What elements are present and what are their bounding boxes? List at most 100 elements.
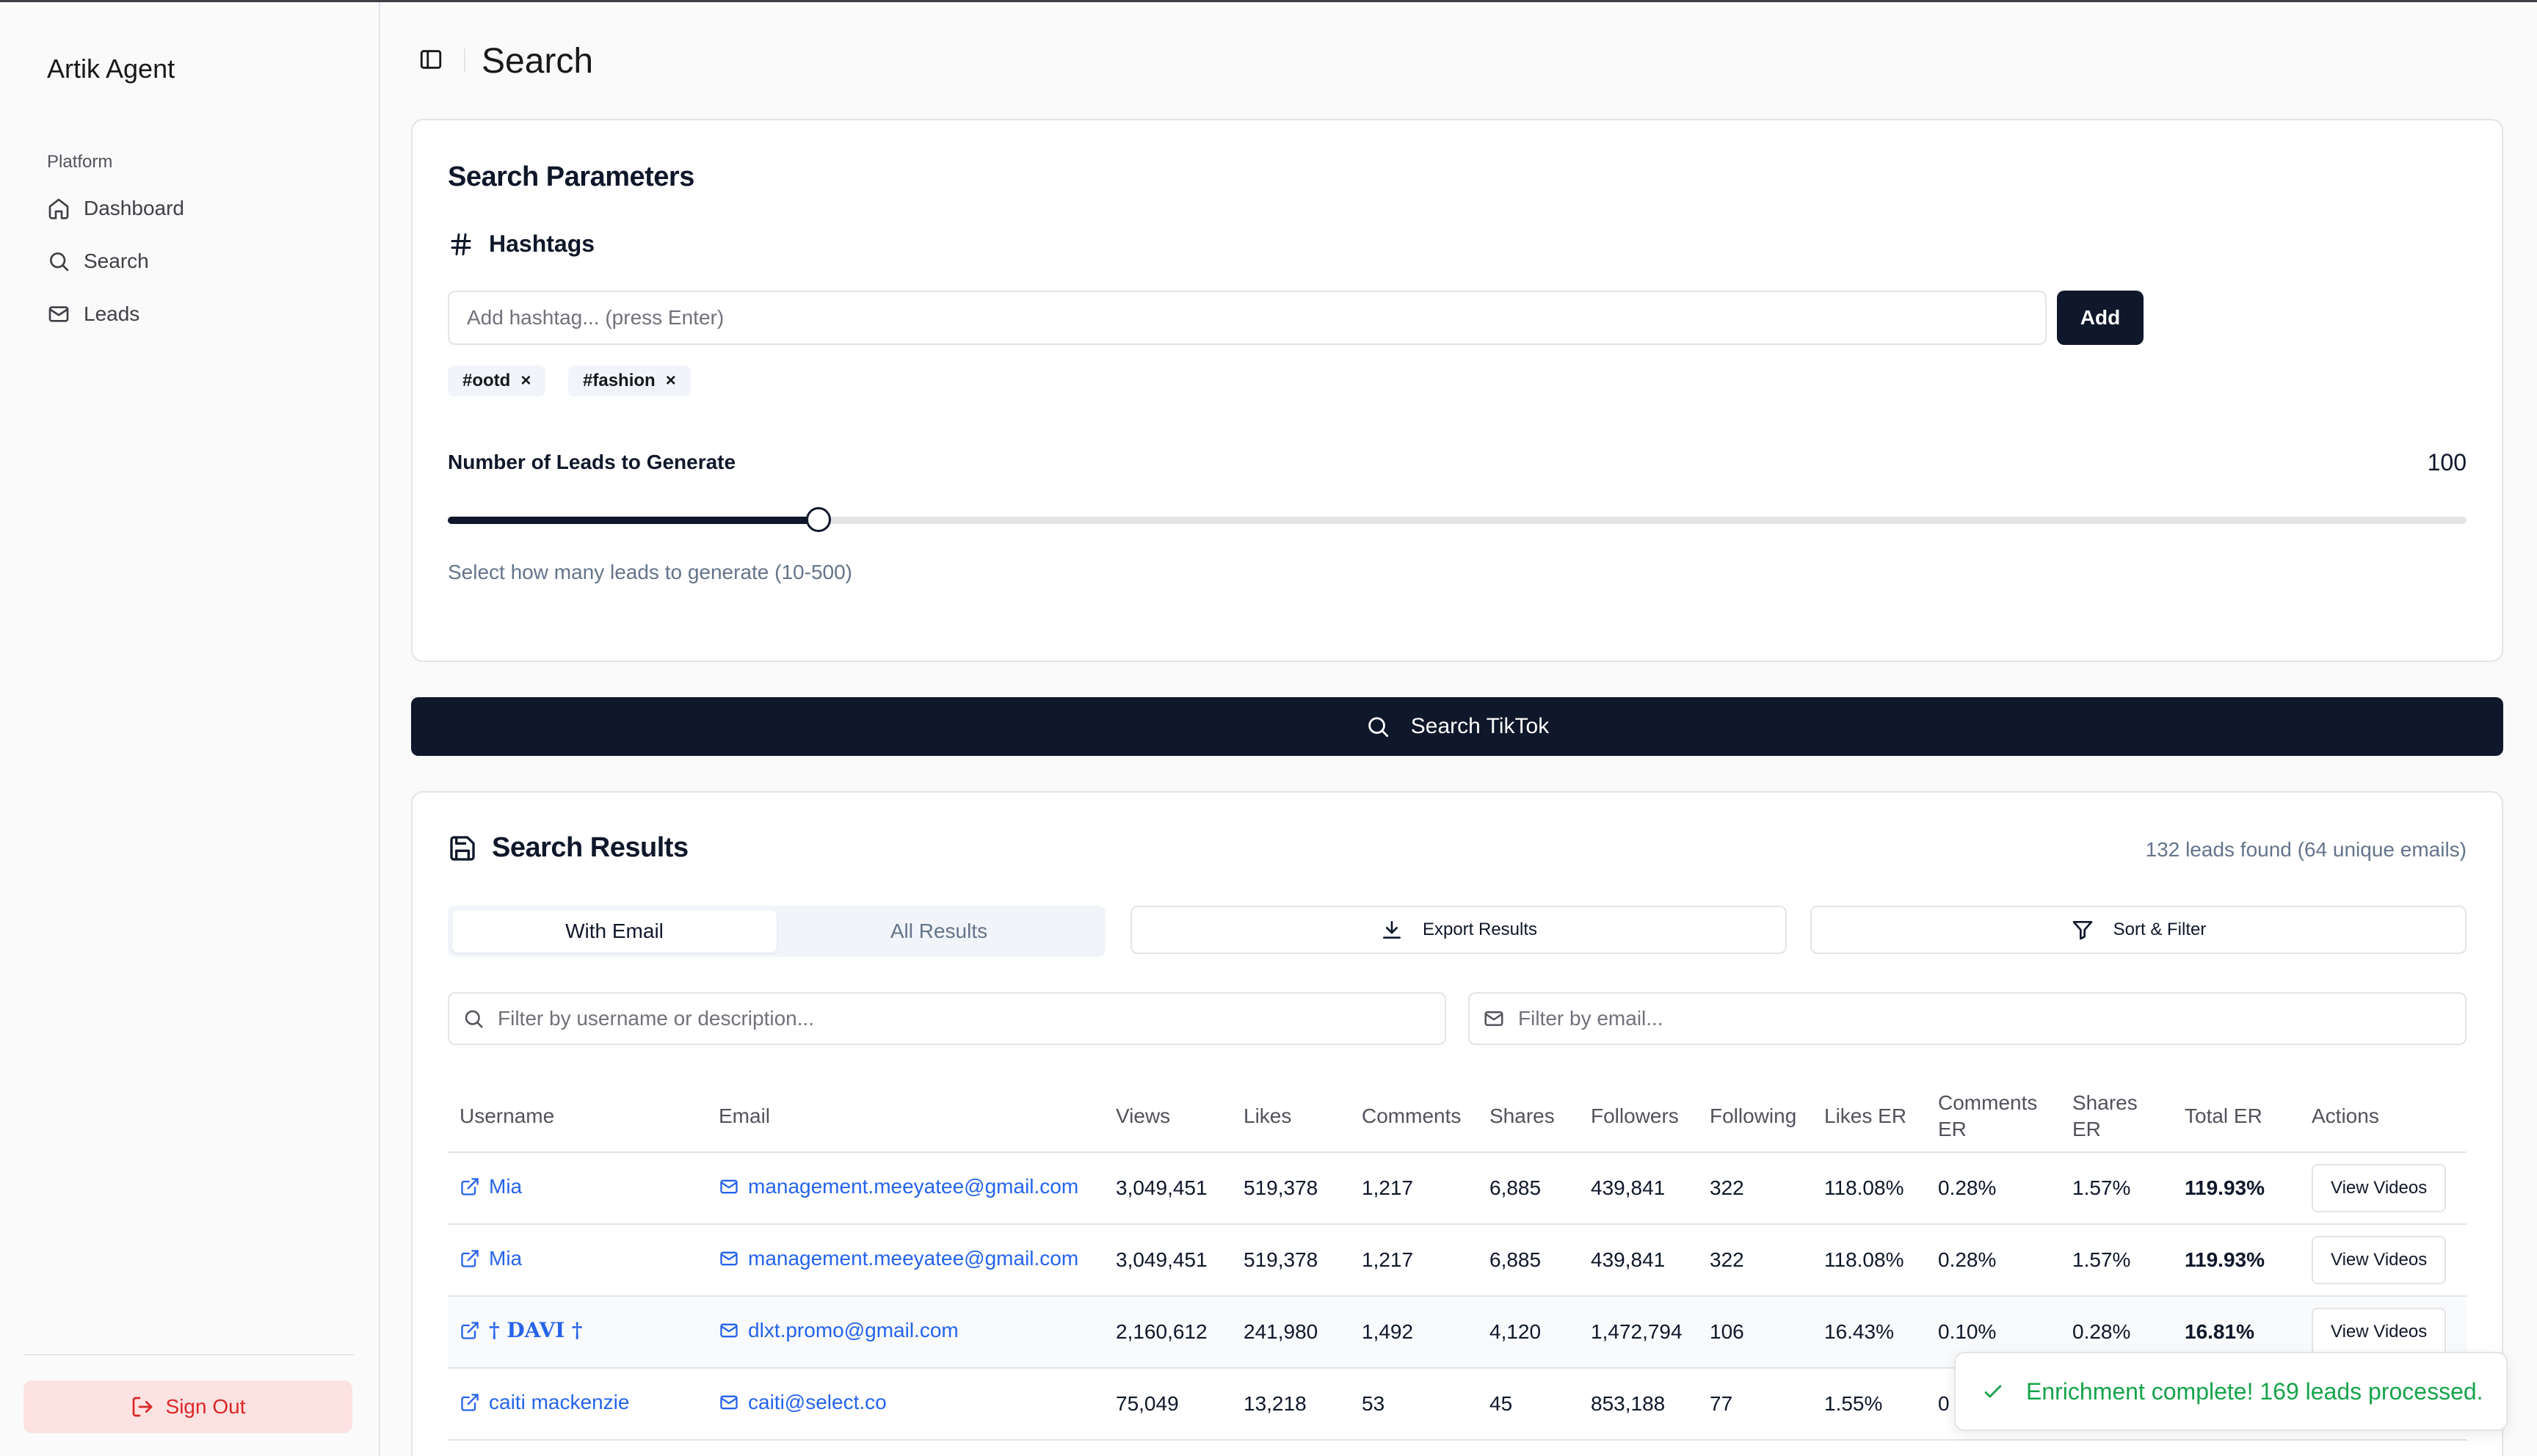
email-link[interactable]: management.meeyatee@gmail.com xyxy=(719,1247,1078,1270)
search-results-title: Search Results xyxy=(492,832,689,863)
search-icon xyxy=(465,1010,483,1028)
column-header[interactable]: Shares xyxy=(1478,1080,1579,1153)
views-cell: 2,160,612 xyxy=(1104,1296,1232,1369)
mail-icon xyxy=(48,306,69,322)
mail-icon xyxy=(720,1179,738,1193)
likes-er-cell: 118.08% xyxy=(1812,1152,1926,1225)
window-top-border xyxy=(0,0,2537,2)
column-header[interactable]: Username xyxy=(448,1080,707,1153)
sidebar-divider xyxy=(23,1354,354,1355)
tab-all-results[interactable]: All Results xyxy=(890,920,988,942)
sign-out-label: Sign Out xyxy=(165,1395,246,1418)
following-cell: 322 xyxy=(1698,1152,1812,1225)
column-header[interactable]: Shares ER xyxy=(2061,1080,2173,1153)
comments-cell: 1,492 xyxy=(1350,1296,1478,1369)
username-text: Mia xyxy=(489,1246,523,1270)
mail-icon xyxy=(720,1251,738,1265)
username-link[interactable]: Mia xyxy=(460,1175,522,1198)
remove-chip-icon[interactable]: × xyxy=(520,371,531,390)
search-results-card: Search Results 132 leads found (64 uniqu… xyxy=(411,791,2503,1456)
search-tiktok-button[interactable]: Search TikTok xyxy=(411,697,2503,756)
email-text: management.meeyatee@gmail.com xyxy=(748,1246,1079,1270)
sidebar-item-leads[interactable]: Leads xyxy=(35,290,358,338)
email-filter[interactable] xyxy=(1468,992,2467,1045)
followers-cell: 853,188 xyxy=(1579,1368,1698,1441)
hashtag-chip-ootd: #ootd × xyxy=(448,365,546,396)
add-hashtag-button[interactable]: Add xyxy=(2057,291,2144,345)
username-filter-input[interactable] xyxy=(498,1007,1445,1030)
email-link[interactable]: management.meeyatee@gmail.com xyxy=(719,1175,1078,1198)
email-filter-input[interactable] xyxy=(1518,1007,2465,1030)
sidebar-item-dashboard[interactable]: Dashboard xyxy=(35,184,358,233)
column-header[interactable]: Following xyxy=(1698,1080,1812,1153)
username-link[interactable]: Mia xyxy=(460,1247,522,1270)
views-cell: 3,049,451 xyxy=(1104,1152,1232,1225)
hashtag-chip-fashion: #fashion × xyxy=(568,365,691,396)
view-videos-button[interactable]: View Videos xyxy=(2312,1308,2447,1356)
chip-label: #ootd xyxy=(462,371,511,390)
followers-cell: 1,472,794 xyxy=(1579,1296,1698,1369)
mail-icon xyxy=(1484,1011,1503,1026)
username-filter[interactable] xyxy=(448,992,1446,1045)
remove-chip-icon[interactable]: × xyxy=(665,371,676,390)
shares-cell: 6,885 xyxy=(1478,1224,1579,1297)
tab-with-email[interactable]: With Email xyxy=(452,910,777,953)
column-header[interactable]: Total ER xyxy=(2173,1080,2300,1153)
following-cell: 322 xyxy=(1698,1224,1812,1297)
email-text: management.meeyatee@gmail.com xyxy=(748,1174,1079,1198)
sidebar-item-label: Dashboard xyxy=(84,197,184,219)
shares-cell: 4,120 xyxy=(1478,1296,1579,1369)
sidebar-item-label: Search xyxy=(84,250,149,272)
hashtag-input[interactable] xyxy=(448,291,2047,345)
column-header[interactable]: Comments ER xyxy=(1926,1080,2061,1153)
view-videos-button[interactable]: View Videos xyxy=(2312,1164,2447,1212)
sort-filter-label: Sort & Filter xyxy=(2113,920,2207,939)
table-row: † DAVI † dlxt.promo@gmail.com 2,160,612 … xyxy=(448,1296,2467,1369)
sign-out-button[interactable]: Sign Out xyxy=(23,1380,352,1433)
slider-label: Number of Leads to Generate xyxy=(448,451,736,473)
username-link[interactable]: caiti mackenzie xyxy=(460,1391,629,1414)
search-parameters-card: Search Parameters Hashtags Add #ootd × #… xyxy=(411,119,2503,662)
header-separator xyxy=(464,48,465,72)
download-icon xyxy=(1382,921,1401,939)
search-icon xyxy=(50,252,69,272)
sidebar-item-search[interactable]: Search xyxy=(35,237,358,285)
likes-cell: 241,980 xyxy=(1232,1296,1350,1369)
likes-er-cell: 118.08% xyxy=(1812,1224,1926,1297)
column-header[interactable]: Likes ER xyxy=(1812,1080,1926,1153)
followers-cell: 439,841 xyxy=(1579,1152,1698,1225)
leads-slider[interactable] xyxy=(448,507,2467,532)
comments-cell: 53 xyxy=(1350,1368,1478,1441)
sidebar-item-label: Leads xyxy=(84,302,140,325)
sidebar: Artik Agent Platform Dashboard Search Le… xyxy=(0,2,380,1456)
email-text: caiti@select.co xyxy=(748,1390,887,1413)
likes-cell: 13,218 xyxy=(1232,1368,1350,1441)
search-results-heading: Search Results xyxy=(448,832,689,864)
shares-er-cell: 1.57% xyxy=(2061,1224,2173,1297)
column-header[interactable]: Followers xyxy=(1579,1080,1698,1153)
chip-label: #fashion xyxy=(583,371,656,390)
sort-filter-button[interactable]: Sort & Filter xyxy=(1810,906,2467,954)
column-header[interactable]: Likes xyxy=(1232,1080,1350,1153)
hashtags-label: Hashtags xyxy=(489,230,595,257)
sidebar-toggle-icon[interactable] xyxy=(418,47,443,72)
slider-help-text: Select how many leads to generate (10-50… xyxy=(448,561,852,583)
email-text: dlxt.promo@gmail.com xyxy=(748,1318,959,1342)
mail-icon xyxy=(720,1323,738,1337)
email-link[interactable]: dlxt.promo@gmail.com xyxy=(719,1319,959,1342)
view-videos-button[interactable]: View Videos xyxy=(2312,1236,2447,1284)
username-text: caiti mackenzie xyxy=(489,1390,630,1413)
username-text: Mia xyxy=(489,1174,523,1198)
column-header[interactable]: Comments xyxy=(1350,1080,1478,1153)
slider-thumb[interactable] xyxy=(806,507,832,532)
email-link[interactable]: caiti@select.co xyxy=(719,1391,887,1414)
results-count: 132 leads found (64 unique emails) xyxy=(2145,838,2467,861)
export-results-label: Export Results xyxy=(1422,920,1538,939)
search-parameters-title: Search Parameters xyxy=(448,161,694,192)
column-header[interactable]: Email xyxy=(707,1080,1104,1153)
export-results-button[interactable]: Export Results xyxy=(1130,906,1787,954)
filter-icon xyxy=(2072,921,2092,940)
column-header[interactable]: Views xyxy=(1104,1080,1232,1153)
username-link[interactable]: † DAVI † xyxy=(460,1318,583,1342)
username-text: † DAVI † xyxy=(489,1318,583,1343)
